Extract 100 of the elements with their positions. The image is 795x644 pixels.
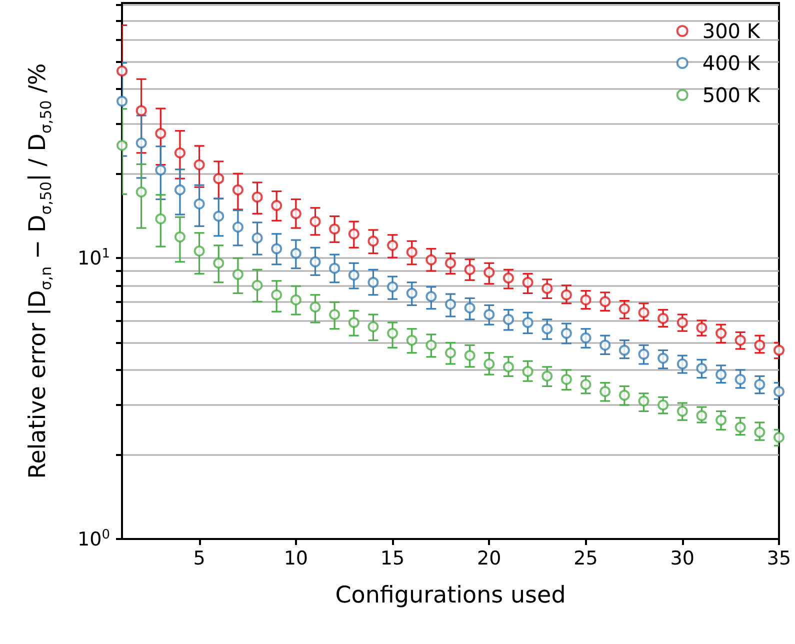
y-tick-label: 10$^{1}$	[78, 246, 110, 270]
point	[445, 347, 456, 358]
point	[174, 184, 186, 196]
point	[290, 208, 302, 220]
point	[368, 236, 379, 247]
x-tick-label: 15	[380, 548, 405, 570]
point	[560, 374, 572, 385]
point	[252, 192, 263, 203]
point	[136, 105, 147, 116]
point	[774, 344, 784, 356]
point	[426, 291, 437, 302]
point	[658, 352, 669, 364]
point	[658, 400, 669, 410]
point	[368, 276, 379, 288]
point	[696, 322, 708, 334]
point	[484, 309, 495, 320]
legend-label: 500 K	[702, 83, 761, 107]
legend-label: 400 K	[702, 51, 761, 75]
point	[387, 281, 398, 292]
point	[502, 361, 514, 372]
point	[310, 216, 321, 228]
point	[638, 307, 650, 318]
point	[387, 328, 398, 339]
point	[638, 396, 650, 406]
point	[618, 344, 630, 356]
point	[271, 289, 282, 300]
point	[618, 390, 630, 401]
point	[348, 228, 360, 240]
point	[560, 328, 572, 339]
point	[754, 426, 766, 438]
point	[329, 309, 340, 320]
point	[676, 317, 688, 328]
point	[580, 294, 592, 306]
legend-label: 300 K	[702, 19, 761, 43]
point	[271, 243, 282, 254]
point	[155, 213, 166, 224]
x-tick-label: 20	[477, 548, 502, 570]
point	[774, 386, 784, 398]
point	[484, 266, 495, 278]
point	[464, 302, 476, 314]
point	[464, 264, 476, 276]
point	[116, 96, 128, 107]
point	[194, 246, 205, 257]
point	[734, 422, 746, 433]
point	[542, 282, 553, 294]
point	[676, 406, 688, 417]
point	[580, 332, 592, 344]
x-tick-label: 5	[193, 548, 206, 570]
point	[542, 370, 553, 382]
point	[310, 302, 321, 312]
point	[774, 432, 784, 443]
point	[696, 362, 708, 374]
point	[484, 358, 495, 370]
point	[502, 272, 514, 284]
point	[136, 186, 147, 198]
point	[426, 340, 437, 351]
point	[600, 340, 611, 351]
point	[194, 198, 205, 210]
point	[174, 147, 186, 158]
point	[116, 65, 128, 76]
point	[676, 358, 688, 370]
point	[716, 328, 727, 339]
point	[155, 164, 166, 176]
point	[213, 210, 224, 222]
point	[445, 258, 456, 269]
point	[696, 410, 708, 422]
point	[734, 334, 746, 346]
point	[522, 276, 534, 288]
point	[618, 303, 630, 314]
point	[560, 289, 572, 300]
point	[329, 262, 340, 274]
point	[368, 321, 379, 332]
point	[600, 296, 611, 308]
point	[716, 369, 727, 380]
point	[252, 232, 263, 244]
x-tick-label: 25	[574, 548, 598, 570]
point	[232, 184, 244, 196]
point	[406, 334, 418, 346]
point	[406, 246, 418, 258]
point	[522, 366, 534, 377]
point	[658, 312, 669, 324]
point	[348, 317, 360, 328]
x-tick-label: 30	[670, 548, 694, 570]
point	[754, 378, 766, 390]
point	[232, 222, 244, 233]
point	[716, 414, 727, 426]
point	[734, 374, 746, 385]
point	[329, 224, 340, 234]
point	[445, 298, 456, 310]
point	[522, 317, 534, 328]
point	[271, 200, 282, 211]
point	[542, 323, 553, 334]
point	[638, 348, 650, 360]
point	[426, 254, 437, 266]
point	[310, 256, 321, 268]
point	[213, 258, 224, 269]
point	[232, 268, 244, 280]
x-tick-label: 35	[766, 548, 792, 570]
y-tick-label: 10$^{0}$	[78, 527, 110, 551]
point	[213, 173, 224, 184]
